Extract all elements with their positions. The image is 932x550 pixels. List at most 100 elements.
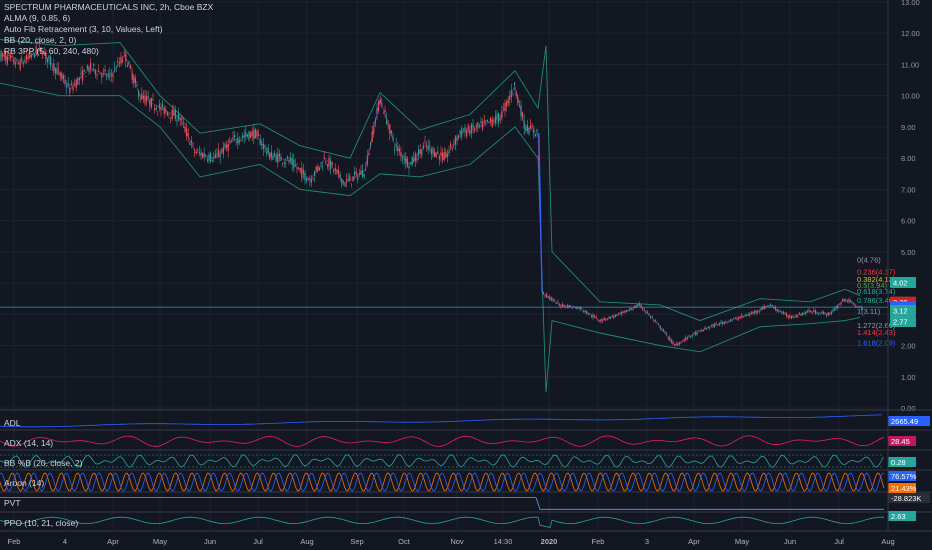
candle-body [390,130,392,134]
candle-body [323,157,325,159]
candle-body [331,162,333,166]
candle-body [272,156,274,161]
candle-body [594,315,596,317]
candle-body [155,107,157,110]
candle-body [642,308,644,309]
candle-body [299,167,301,171]
x-tick-label: Jul [253,537,263,546]
candle-body [613,316,615,318]
candle-body [0,50,2,62]
y-tick-label: 11.00 [901,60,919,69]
candle-body [14,63,16,65]
fib-level-label: 0(4.76) [857,255,881,264]
pane-value-badge [888,436,916,446]
y-tick-label: 12.00 [901,29,920,38]
candle-body [630,309,632,311]
candle-body [310,178,312,183]
candle-body [477,122,479,127]
candle-body [58,68,60,70]
candle-body [794,317,796,318]
candle-body [720,321,722,323]
candle-body [502,107,504,108]
candle-body [403,158,405,161]
candle-body [86,65,88,70]
candle-body [66,86,68,88]
candle-body [598,320,600,322]
candle-body [190,140,192,143]
candle-body [584,311,586,313]
candle-body [34,54,36,58]
candle-body [206,159,208,161]
candle-body [128,61,130,64]
candle-body [149,99,151,106]
x-tick-label: Aug [881,537,894,546]
candle-body [88,66,90,72]
candle-body [197,149,199,151]
candle-body [690,336,692,337]
candle-body [235,141,237,143]
candle-body [845,299,847,301]
candle-body [61,73,63,79]
candle-body [416,158,418,161]
candle-body [819,313,821,315]
candle-body [342,181,344,183]
candle-body [187,132,189,137]
candle-body [816,312,818,314]
candle-body [232,137,234,140]
candle-body [35,46,37,55]
candle-body [109,72,111,75]
candle-body [832,309,834,312]
candle-body [467,125,469,132]
candle-body [13,57,15,64]
x-tick-label: Sep [350,537,363,546]
pane-value-badge [888,471,916,481]
candle-body [286,156,288,159]
pane-label-bbpb[interactable]: BB %B (20, close, 2) [4,458,83,468]
candle-body [795,314,797,318]
x-tick-label: Jun [784,537,796,546]
candle-body [90,62,92,69]
pane-label-adl[interactable]: ADL [4,418,21,428]
candle-body [309,180,311,182]
candle-body [130,65,132,69]
candle-body [398,148,400,152]
candle-body [435,153,437,158]
candle-body [792,316,794,318]
candle-body [256,130,258,137]
candle-body [18,63,20,64]
candle-body [544,295,546,297]
x-tick-label: Feb [8,537,21,546]
candle-body [304,172,306,181]
candle-body [453,144,455,146]
candle-body [341,178,343,185]
candle-body [486,119,488,122]
candle-body [350,183,352,185]
candle-body [624,310,626,313]
candle-body [168,113,170,115]
candle-body [11,56,13,57]
candle-body [226,144,228,148]
candle-body [2,53,4,56]
pane-label-adx[interactable]: ADX (14, 14) [4,438,54,448]
candle-body [603,317,605,320]
candle-body [605,319,607,321]
candle-body [333,169,335,172]
candle-body [144,95,146,104]
candle-body [632,309,634,310]
candle-body [275,155,277,162]
y-tick-label: 9.00 [901,123,916,132]
pane-label-ppo[interactable]: PPO (10, 21, close) [4,518,79,528]
candle-body [339,174,341,179]
candle-body [368,153,370,155]
candle-body [445,151,447,158]
pane-label-aroon[interactable]: Aroon (14) [4,478,45,488]
candle-body [654,320,656,321]
candle-body [534,133,536,136]
candle-body [373,127,375,134]
candle-body [493,121,495,123]
candle-body [117,61,119,63]
pane-label-pvt[interactable]: PVT [4,498,21,508]
candle-body [24,60,26,63]
candle-body [581,308,583,309]
